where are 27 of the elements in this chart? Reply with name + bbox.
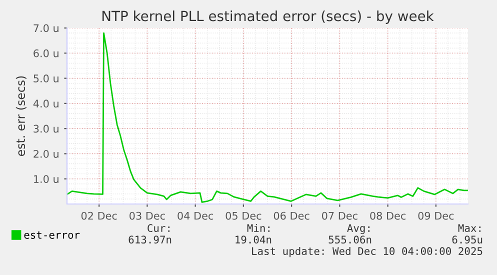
x-tick-label: 05 Dec: [226, 212, 262, 220]
legend-label: est-error: [24, 231, 80, 239]
y-tick-label: 1.0 u: [34, 175, 58, 183]
text: 613.97n: [128, 236, 172, 244]
text: 19.04n: [236, 236, 272, 244]
y-tick-label: 3.0 u: [34, 124, 58, 133]
y-tick-label: 7.0 u: [34, 24, 58, 32]
x-tick-label: 04 Dec: [178, 212, 214, 220]
x-tick-label: 06 Dec: [274, 212, 310, 220]
text: Max:: [458, 224, 480, 232]
x-tick-label: 08 Dec: [370, 212, 406, 220]
text: 555.06n: [328, 236, 372, 244]
y-tick-label: 6.0 u: [34, 49, 58, 58]
x-tick-label: 03 Dec: [130, 212, 165, 220]
text: Last update: Wed Dec 10 04:00:00 2025: [252, 246, 482, 258]
x-tick-label: 02 Dec: [81, 212, 117, 220]
text: Avg:: [347, 224, 370, 234]
text: Cur:: [148, 224, 170, 232]
y-tick-label: 5.0 u: [34, 74, 58, 82]
chart-title: NTP kernel PLL estimated error (secs) - by week: [102, 10, 434, 24]
y-tick-label: 2.0 u: [34, 150, 58, 158]
y-axis-title: est. err (secs): [16, 76, 26, 156]
x-tick-label: 07 Dec: [322, 212, 358, 220]
x-tick-label: 09 Dec: [418, 212, 454, 220]
text: 6.95u: [452, 236, 482, 244]
text: Min:: [247, 224, 270, 232]
y-tick-label: 4.0 u: [33, 100, 58, 108]
